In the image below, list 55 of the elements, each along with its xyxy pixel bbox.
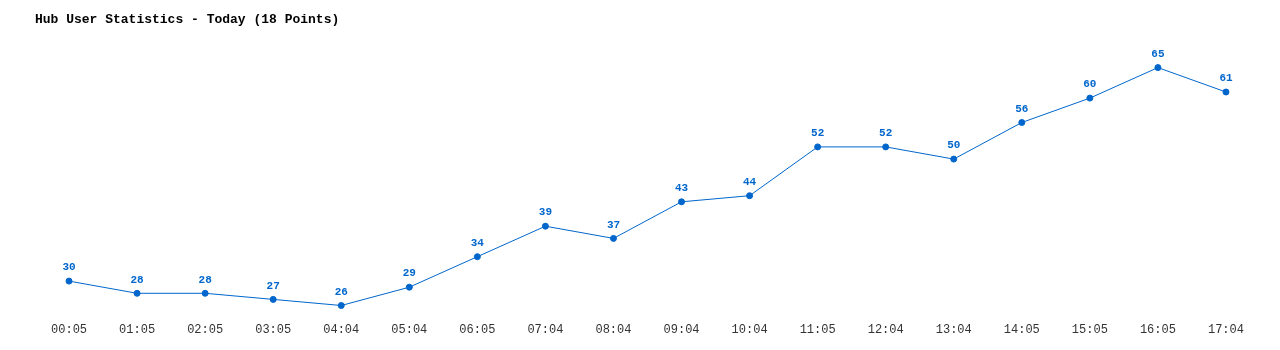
- point: [133, 289, 141, 297]
- point: [746, 192, 754, 200]
- point: [950, 155, 958, 163]
- point: [814, 143, 822, 151]
- x-tick-label: 16:05: [1139, 322, 1176, 337]
- x-tick-label: 03:05: [255, 322, 292, 337]
- data-label: 26: [334, 285, 348, 298]
- x-tick-label: 10:04: [731, 322, 768, 337]
- data-label: 60: [1083, 78, 1097, 91]
- data-label: 34: [470, 236, 485, 249]
- point: [1222, 88, 1230, 96]
- data-label: 52: [811, 127, 825, 140]
- point: [405, 283, 413, 291]
- point: [337, 302, 345, 309]
- data-label: 56: [1015, 102, 1029, 115]
- point: [609, 234, 617, 242]
- data-label: 30: [62, 261, 76, 274]
- data-label: 28: [130, 273, 145, 286]
- x-tick-label: 01:05: [119, 322, 156, 337]
- data-label: 50: [947, 139, 961, 152]
- point: [882, 143, 890, 151]
- data-label: 29: [402, 267, 416, 280]
- x-tick-label: 17:04: [1207, 322, 1244, 337]
- x-tick-label: 13:04: [935, 322, 972, 337]
- x-tick-label: 11:05: [799, 322, 836, 337]
- data-label: 43: [674, 182, 689, 195]
- x-tick-label: 02:05: [187, 322, 224, 337]
- point: [1086, 94, 1094, 102]
- point: [201, 289, 209, 297]
- x-tick-label: 12:04: [867, 322, 904, 337]
- data-label: 28: [198, 273, 213, 286]
- chart-title: Hub User Statistics - Today (18 Points): [35, 12, 340, 28]
- point: [541, 222, 549, 230]
- x-tick-label: 14:05: [1003, 322, 1040, 337]
- data-label: 52: [879, 127, 893, 140]
- point: [269, 295, 277, 303]
- x-tick-label: 06:05: [459, 322, 496, 337]
- x-tick-label: 07:04: [527, 322, 564, 337]
- point: [678, 198, 686, 206]
- point: [65, 277, 73, 285]
- data-label: 65: [1151, 47, 1165, 60]
- data-label: 61: [1219, 72, 1233, 85]
- data-label: 37: [606, 218, 621, 231]
- point: [1018, 119, 1026, 126]
- data-label: 27: [266, 279, 280, 292]
- x-tick-label: 00:05: [51, 322, 88, 337]
- x-tick-label: 05:04: [391, 322, 428, 337]
- data-label: 39: [538, 206, 553, 219]
- x-tick-label: 04:04: [323, 322, 360, 337]
- x-tick-label: 15:05: [1071, 322, 1108, 337]
- point: [1154, 64, 1162, 72]
- point: [473, 253, 481, 261]
- x-tick-label: 09:04: [663, 322, 700, 337]
- x-tick-label: 08:04: [595, 322, 632, 337]
- data-label: 44: [742, 175, 757, 188]
